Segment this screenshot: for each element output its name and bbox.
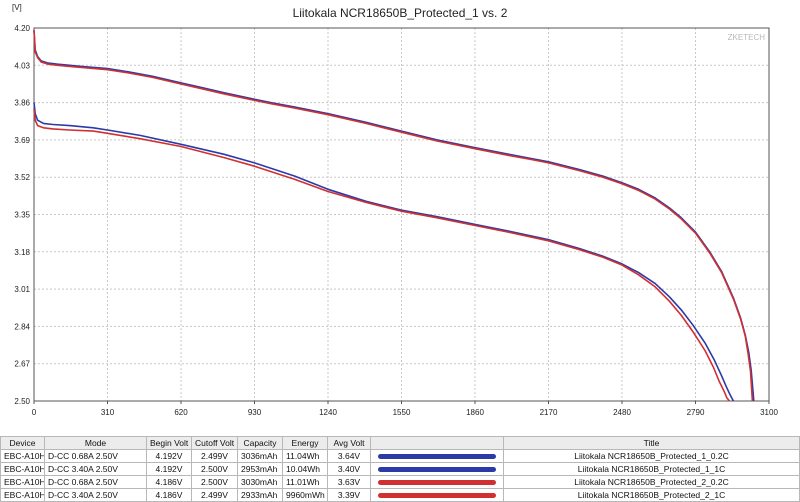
cell-avg-volt: 3.40V — [327, 462, 371, 476]
cell-avg-volt: 3.63V — [327, 475, 371, 489]
cell-device: EBC-A10H — [0, 488, 45, 502]
series-color-swatch — [378, 466, 496, 472]
table-header-row: Device Mode Begin Volt Cutoff Volt Capac… — [0, 436, 800, 450]
x-tick-label: 1550 — [393, 408, 411, 417]
series-line-1 — [33, 30, 755, 402]
cell-cutoff-volt: 2.499V — [191, 449, 238, 463]
x-tick-label: 620 — [174, 408, 188, 417]
col-header-capacity: Capacity — [237, 436, 283, 450]
x-axis: 0 310 620 930 1240 1550 1860 2170 2480 2790 3100 — [32, 401, 778, 417]
grid — [34, 28, 769, 401]
col-header-mode: Mode — [44, 436, 147, 450]
y-tick-label: 2.50 — [14, 397, 30, 406]
cell-mode: D-CC 3.40A 2.50V — [44, 488, 147, 502]
cell-color-swatch — [370, 475, 504, 489]
cell-mode: D-CC 3.40A 2.50V — [44, 462, 147, 476]
x-tick-label: 0 — [32, 408, 37, 417]
series-line-3 — [33, 30, 754, 402]
col-header-cutoff-volt: Cutoff Volt — [191, 436, 238, 450]
cell-color-swatch — [370, 449, 504, 463]
x-tick-label: 310 — [101, 408, 115, 417]
y-tick-label: 3.86 — [14, 99, 30, 108]
chart-title: Liitokala NCR18650B_Protected_1 vs. 2 — [293, 6, 508, 20]
x-tick-label: 2170 — [540, 408, 558, 417]
series-color-swatch — [378, 453, 496, 459]
table-row[interactable]: EBC-A10H D-CC 0.68A 2.50V 4.192V 2.499V … — [0, 449, 800, 463]
series-color-swatch — [378, 479, 496, 485]
cell-title: Liitokala NCR18650B_Protected_1_1C — [503, 462, 800, 476]
cell-begin-volt: 4.192V — [146, 449, 192, 463]
x-tick-label: 2480 — [613, 408, 631, 417]
results-table: Device Mode Begin Volt Cutoff Volt Capac… — [0, 436, 800, 502]
cell-device: EBC-A10H — [0, 449, 45, 463]
cell-begin-volt: 4.192V — [146, 462, 192, 476]
y-tick-label: 3.18 — [14, 248, 30, 257]
table-row[interactable]: EBC-A10H D-CC 3.40A 2.50V 4.186V 2.499V … — [0, 488, 800, 502]
col-header-begin-volt: Begin Volt — [146, 436, 192, 450]
col-header-title: Title — [503, 436, 800, 450]
cell-mode: D-CC 0.68A 2.50V — [44, 449, 147, 463]
series-line-4 — [33, 109, 731, 402]
cell-cutoff-volt: 2.500V — [191, 475, 238, 489]
series-line-2 — [33, 102, 735, 402]
y-unit-label: [V] — [12, 3, 22, 12]
col-header-device: Device — [0, 436, 45, 450]
x-tick-label: 1860 — [466, 408, 484, 417]
cell-begin-volt: 4.186V — [146, 475, 192, 489]
cell-capacity: 3036mAh — [237, 449, 283, 463]
discharge-chart: [V] Liitokala NCR18650B_Protected_1 vs. … — [12, 3, 778, 417]
cell-energy: 11.01Wh — [282, 475, 328, 489]
cell-avg-volt: 3.64V — [327, 449, 371, 463]
cell-energy: 10.04Wh — [282, 462, 328, 476]
table-row[interactable]: EBC-A10H D-CC 3.40A 2.50V 4.192V 2.500V … — [0, 462, 800, 476]
y-tick-label: 4.03 — [14, 61, 30, 70]
cell-mode: D-CC 0.68A 2.50V — [44, 475, 147, 489]
y-tick-label: 3.69 — [14, 136, 30, 145]
cell-title: Liitokala NCR18650B_Protected_2_1C — [503, 488, 800, 502]
y-tick-label: 3.01 — [14, 285, 30, 294]
cell-energy: 11.04Wh — [282, 449, 328, 463]
x-tick-label: 3100 — [760, 408, 778, 417]
x-tick-label: 2790 — [687, 408, 705, 417]
cell-title: Liitokala NCR18650B_Protected_2_0.2C — [503, 475, 800, 489]
y-tick-label: 2.67 — [14, 360, 30, 369]
x-tick-label: 1240 — [319, 408, 337, 417]
x-tick-label: 930 — [248, 408, 262, 417]
y-tick-label: 2.84 — [14, 322, 30, 331]
cell-cutoff-volt: 2.499V — [191, 488, 238, 502]
y-tick-label: 4.20 — [14, 24, 30, 33]
cell-capacity: 3030mAh — [237, 475, 283, 489]
y-tick-label: 3.52 — [14, 173, 30, 182]
y-axis: 2.50 2.67 2.84 3.01 3.18 3.35 3.52 3.69 3.86 4.03… — [14, 24, 30, 406]
series-color-swatch — [378, 492, 496, 498]
col-header-energy: Energy — [282, 436, 328, 450]
table-row[interactable]: EBC-A10H D-CC 0.68A 2.50V 4.186V 2.500V … — [0, 475, 800, 489]
col-header-avg-volt: Avg Volt — [327, 436, 371, 450]
cell-title: Liitokala NCR18650B_Protected_1_0.2C — [503, 449, 800, 463]
cell-energy: 9960mWh — [282, 488, 328, 502]
watermark: ZKETECH — [728, 33, 766, 42]
cell-capacity: 2953mAh — [237, 462, 283, 476]
cell-color-swatch — [370, 462, 504, 476]
series-lines — [33, 30, 755, 402]
y-tick-label: 3.35 — [14, 211, 30, 220]
cell-cutoff-volt: 2.500V — [191, 462, 238, 476]
cell-device: EBC-A10H — [0, 462, 45, 476]
cell-avg-volt: 3.39V — [327, 488, 371, 502]
cell-device: EBC-A10H — [0, 475, 45, 489]
col-header-color — [370, 436, 504, 450]
